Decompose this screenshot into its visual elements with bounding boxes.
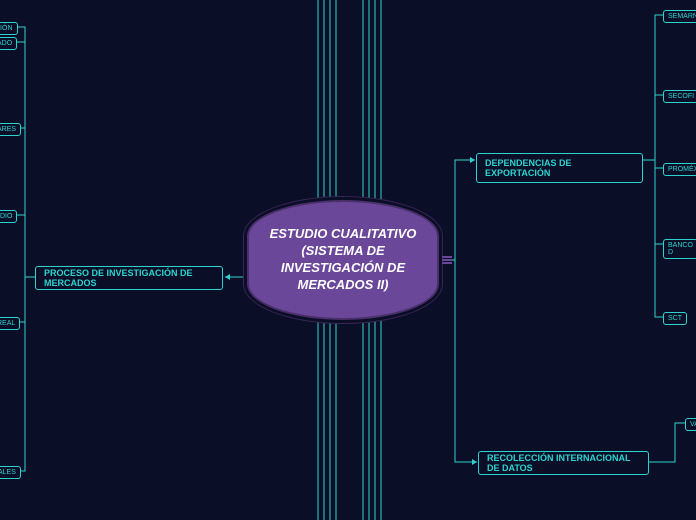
central-node-label: ESTUDIO CUALITATIVO (SISTEMA DE INVESTIG… bbox=[267, 226, 419, 294]
leaf-label: VAR bbox=[690, 421, 696, 428]
leaf-node[interactable]: VAR bbox=[685, 418, 696, 431]
leaf-node[interactable]: DIO bbox=[0, 210, 17, 223]
leaf-label: CIÓN bbox=[0, 25, 13, 32]
leaf-label: REAL bbox=[0, 320, 15, 327]
leaf-node[interactable]: ARES bbox=[0, 123, 21, 136]
central-node[interactable]: ESTUDIO CUALITATIVO (SISTEMA DE INVESTIG… bbox=[247, 200, 439, 320]
leaf-label: BANCO D bbox=[668, 242, 693, 256]
branch-label: PROCESO DE INVESTIGACIÓN DE MERCADOS bbox=[44, 268, 214, 288]
leaf-label: DIO bbox=[0, 213, 12, 220]
branch-recoleccion[interactable]: RECOLECCIÓN INTERNACIONAL DE DATOS bbox=[478, 451, 649, 475]
leaf-node[interactable]: ADO bbox=[0, 37, 17, 50]
leaf-node[interactable]: SEMARNA bbox=[663, 10, 696, 23]
mindmap-canvas: ESTUDIO CUALITATIVO (SISTEMA DE INVESTIG… bbox=[0, 0, 696, 520]
leaf-label: ADO bbox=[0, 40, 12, 47]
leaf-node[interactable]: REAL bbox=[0, 317, 20, 330]
leaf-node[interactable]: SECOFI bbox=[663, 90, 696, 103]
leaf-node[interactable]: SCT bbox=[663, 312, 687, 325]
leaf-label: SCT bbox=[668, 315, 682, 322]
leaf-node[interactable]: BANCO D bbox=[663, 239, 696, 259]
leaf-node[interactable]: PROMÉXI bbox=[663, 163, 696, 176]
branch-label: DEPENDENCIAS DE EXPORTACIÓN bbox=[485, 158, 634, 178]
branch-label: RECOLECCIÓN INTERNACIONAL DE DATOS bbox=[487, 453, 640, 473]
leaf-label: PROMÉXI bbox=[668, 166, 696, 173]
leaf-node[interactable]: ALES bbox=[0, 466, 21, 479]
leaf-label: SEMARNA bbox=[668, 13, 696, 20]
branch-dependencias[interactable]: DEPENDENCIAS DE EXPORTACIÓN bbox=[476, 153, 643, 183]
leaf-label: ARES bbox=[0, 126, 16, 133]
leaf-label: SECOFI bbox=[668, 93, 694, 100]
menu-icon[interactable] bbox=[442, 256, 452, 264]
branch-proceso[interactable]: PROCESO DE INVESTIGACIÓN DE MERCADOS bbox=[35, 266, 223, 290]
leaf-node[interactable]: CIÓN bbox=[0, 22, 18, 35]
leaf-label: ALES bbox=[0, 469, 16, 476]
